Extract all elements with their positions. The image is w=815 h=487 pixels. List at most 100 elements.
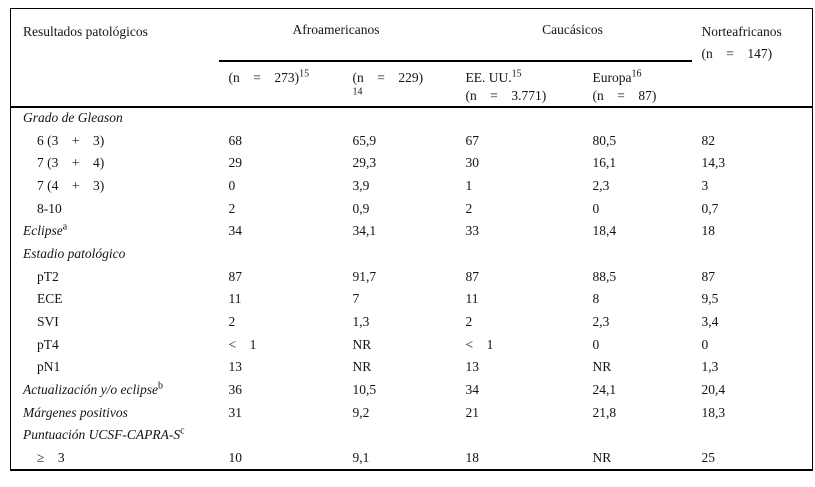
row-label: Puntuación UCSF-CAPRA-Sc	[23, 425, 185, 443]
row-label: pT4	[37, 336, 59, 352]
row-label: ≥ 3	[37, 449, 65, 465]
cell: 82	[701, 132, 716, 148]
cell: 18	[701, 223, 716, 239]
subheader-afro-n229: (n = 229) 14	[352, 69, 424, 97]
cell: 3	[701, 177, 709, 193]
table-body: Grado de Gleason 6 (3 + 3) 68 65,9 67 80…	[11, 107, 813, 470]
cell: 18	[465, 449, 480, 465]
cell	[219, 243, 343, 266]
column-header-resultados: Resultados patológicos	[23, 24, 148, 39]
cell: 7	[352, 291, 360, 307]
row-label: SVI	[37, 314, 59, 330]
cell: 30	[465, 155, 480, 171]
cell: 1,3	[701, 359, 719, 375]
pathology-results-table: Resultados patológicos Afroamericanos Ca…	[10, 8, 814, 471]
norteafricanos-label: Norteafricanos	[701, 24, 782, 39]
row-label: Estadio patológico	[23, 245, 126, 261]
cell: 65,9	[352, 132, 377, 148]
cell: 14,3	[701, 155, 726, 171]
cell: 87	[228, 268, 243, 284]
paper-table-region: Resultados patológicos Afroamericanos Ca…	[10, 8, 814, 471]
table-row-capra-ge3: ≥ 3 10 9,1 18 NR 25	[11, 447, 813, 470]
cell: 9,2	[352, 404, 370, 420]
cell	[583, 424, 692, 447]
subheader-row: (n = 273)15 (n = 229) 14 EE. UU.15 (n = 3.…	[11, 61, 813, 107]
cell	[692, 424, 813, 447]
footnote-c: c	[180, 425, 185, 437]
cell	[456, 424, 583, 447]
cell: 0	[592, 200, 600, 216]
cell: 88,5	[592, 268, 617, 284]
cell: 3,4	[701, 314, 719, 330]
row-label: Eclipsea	[23, 221, 68, 239]
table-row-gleason-6: 6 (3 + 3) 68 65,9 67 80,5 82	[11, 129, 813, 152]
cell: 80,5	[592, 132, 617, 148]
cell: 29	[228, 155, 243, 171]
cell: 33	[465, 223, 480, 239]
cell: 34	[465, 382, 480, 398]
cell: < 1	[465, 336, 494, 352]
cell: 0	[701, 336, 709, 352]
cell: 2	[228, 200, 236, 216]
table-row-grado-gleason: Grado de Gleason	[11, 107, 813, 130]
norteafricanos-n: (n = 147)	[701, 46, 773, 61]
cell: 34	[228, 223, 243, 239]
cell: 29,3	[352, 155, 377, 171]
cell: 18,4	[592, 223, 617, 239]
group-header-row: Resultados patológicos Afroamericanos Ca…	[11, 8, 813, 62]
table-row-gleason-7-34: 7 (3 + 4) 29 29,3 30 16,1 14,3	[11, 152, 813, 175]
table-row-pt4: pT4 < 1 NR < 1 0 0	[11, 333, 813, 356]
row-label: Grado de Gleason	[23, 110, 123, 126]
cell: 21,8	[592, 404, 617, 420]
cell: 9,1	[352, 449, 370, 465]
cell	[219, 107, 343, 130]
cell: NR	[352, 359, 372, 375]
cell: 0	[228, 177, 236, 193]
cell: 68	[228, 132, 243, 148]
cell: 0,7	[701, 200, 719, 216]
subheader-caucasicos-europa: Europa16 (n = 87)	[592, 68, 657, 103]
cell: 2	[465, 314, 473, 330]
ref-sup-14: 14	[352, 86, 363, 97]
ref-sup-16: 16	[631, 68, 642, 79]
cell: 34,1	[352, 223, 377, 239]
cell: 1,3	[352, 314, 370, 330]
row-label: pT2	[37, 268, 59, 284]
cell	[219, 424, 343, 447]
cell: 24,1	[592, 382, 617, 398]
row-label: 8-10	[37, 200, 62, 216]
column-header-norteafricanos: Norteafricanos (n = 147)	[692, 9, 813, 107]
cell: 11	[228, 291, 242, 307]
table-row-gleason-810: 8-10 2 0,9 2 0 0,7	[11, 197, 813, 220]
cell: 16,1	[592, 155, 617, 171]
cell: 2,3	[592, 177, 610, 193]
cell: 3,9	[352, 177, 370, 193]
cell: NR	[592, 449, 612, 465]
cell: 11	[465, 291, 479, 307]
subheader-afro-n273: (n = 273)15	[228, 68, 310, 85]
cell: 10,5	[352, 382, 377, 398]
cell: 91,7	[352, 268, 377, 284]
group-header-afroamericanos: Afroamericanos	[218, 8, 456, 62]
cell	[583, 107, 692, 130]
row-label: 7 (3 + 4)	[37, 155, 105, 171]
cell: 67	[465, 132, 480, 148]
table-row-pt2: pT2 87 91,7 87 88,5 87	[11, 265, 813, 288]
cell: 8	[592, 291, 600, 307]
row-label: Márgenes positivos	[23, 404, 128, 420]
table-row-margenes-positivos: Márgenes positivos 31 9,2 21 21,8 18,3	[11, 401, 813, 424]
table-row-actualizacion-eclipse: Actualización y/o eclipseb 36 10,5 34 24…	[11, 379, 813, 402]
footnote-b: b	[157, 380, 163, 392]
table-row-svi: SVI 2 1,3 2 2,3 3,4	[11, 311, 813, 334]
row-label: ECE	[37, 291, 63, 307]
cell: 36	[228, 382, 243, 398]
cell	[692, 243, 813, 266]
cell: 13	[228, 359, 243, 375]
cell	[456, 107, 583, 130]
table-row-gleason-7-43: 7 (4 + 3) 0 3,9 1 2,3 3	[11, 175, 813, 198]
cell: NR	[352, 336, 372, 352]
subheader-caucasicos-eeuu: EE. UU.15 (n = 3.771)	[465, 68, 547, 103]
cell	[343, 424, 456, 447]
cell: 31	[228, 404, 243, 420]
table-row-pn1: pN1 13 NR 13 NR 1,3	[11, 356, 813, 379]
